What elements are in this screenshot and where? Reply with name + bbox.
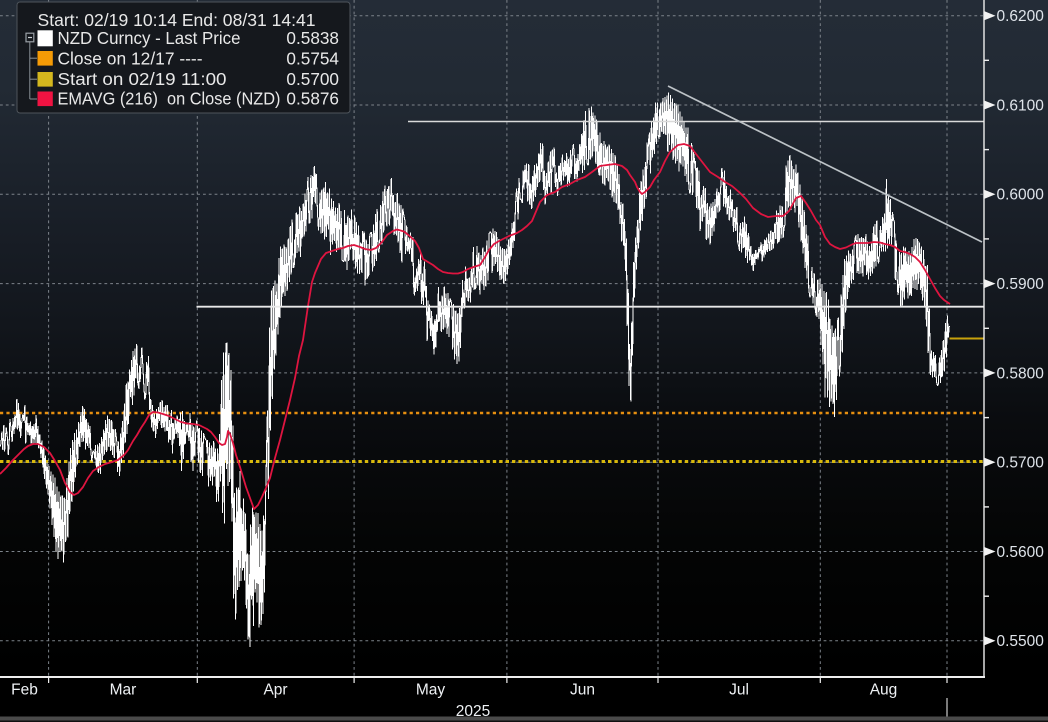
svg-text:0.5700: 0.5700 [286, 69, 339, 89]
svg-text:0.6200: 0.6200 [997, 8, 1045, 25]
svg-text:0.5754: 0.5754 [286, 48, 339, 68]
svg-text:0.5838: 0.5838 [286, 28, 339, 48]
svg-text:EMAVG (216) on Close (NZD): EMAVG (216) on Close (NZD) [58, 89, 281, 109]
svg-text:Start: 02/19 10:14 End: 08/31: Start: 02/19 10:14 End: 08/31 14:41 [38, 10, 316, 30]
svg-text:Jun: Jun [570, 682, 595, 699]
svg-text:NZD Curncy - Last Price: NZD Curncy - Last Price [58, 28, 241, 48]
svg-text:Feb: Feb [11, 682, 38, 699]
svg-text:0.6000: 0.6000 [997, 187, 1045, 204]
svg-text:0.5500: 0.5500 [997, 633, 1045, 650]
svg-text:Apr: Apr [263, 682, 287, 699]
svg-text:Start on 02/19 11:00: Start on 02/19 11:00 [58, 69, 227, 89]
svg-text:Close on 12/17 ----: Close on 12/17 ---- [58, 48, 203, 68]
svg-text:0.6100: 0.6100 [997, 97, 1045, 114]
svg-text:0.5876: 0.5876 [286, 89, 339, 109]
svg-text:Mar: Mar [110, 682, 137, 699]
svg-text:0.5700: 0.5700 [997, 455, 1045, 472]
svg-text:Aug: Aug [870, 682, 898, 699]
svg-text:0.5800: 0.5800 [997, 365, 1045, 382]
svg-text:0.5600: 0.5600 [997, 544, 1045, 561]
svg-text:Jul: Jul [729, 682, 749, 699]
svg-text:2025: 2025 [456, 703, 490, 720]
svg-text:0.5900: 0.5900 [997, 276, 1045, 293]
svg-text:May: May [416, 682, 446, 699]
